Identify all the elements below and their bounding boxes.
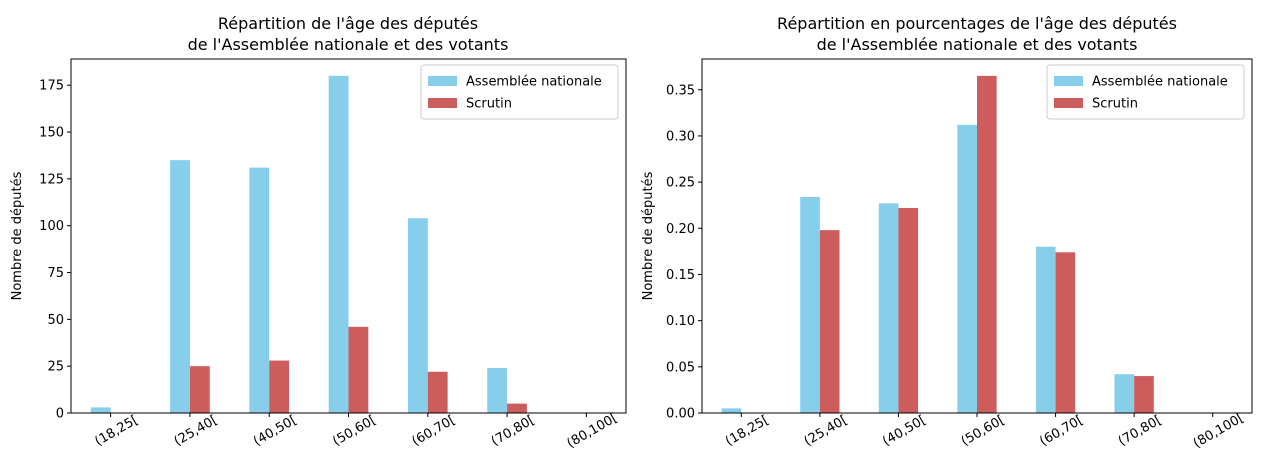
chart-age-distribution-percent: Répartition en pourcentages de l'âge des… <box>641 14 1253 452</box>
legend-label-scrutin: Scrutin <box>466 97 512 112</box>
legend-label-assemblee: Assemblée nationale <box>1092 75 1228 90</box>
bar-assemblee-2 <box>878 203 899 413</box>
x-tick-label: (50,60[ <box>959 413 1008 450</box>
y-tick-label: 0.15 <box>666 268 695 283</box>
legend-swatch-scrutin <box>428 98 457 108</box>
legend-swatch-scrutin <box>1054 98 1083 108</box>
bar-scrutin-4 <box>427 371 448 413</box>
x-tick-label: (70,80[ <box>489 413 538 450</box>
bar-assemblee-1 <box>800 196 820 413</box>
y-tick-label: 0.25 <box>666 176 695 191</box>
y-tick-label: 0 <box>56 407 64 422</box>
chart-title-line1: Répartition en pourcentages de l'âge des… <box>777 14 1177 33</box>
bar-scrutin-3 <box>977 75 997 414</box>
bar-assemblee-5 <box>1114 374 1135 413</box>
y-tick-label: 175 <box>39 79 64 94</box>
bar-assemblee-4 <box>407 218 428 413</box>
bar-scrutin-2 <box>898 207 919 413</box>
y-axis-label: Nombre de députés <box>641 171 656 300</box>
y-tick-label: 0.10 <box>666 314 695 329</box>
bar-scrutin-3 <box>348 326 369 413</box>
legend-swatch-assemblee <box>428 76 457 86</box>
legend-label-scrutin: Scrutin <box>1092 97 1138 112</box>
y-tick-label: 0.00 <box>666 407 695 422</box>
y-tick-label: 25 <box>47 360 64 375</box>
x-tick-label: (60,70[ <box>1037 413 1086 450</box>
chart-title-line2: de l'Assemblée nationale et des votants <box>817 35 1138 54</box>
chart-title-line1: Répartition de l'âge des députés <box>218 14 478 33</box>
x-tick-label: (50,60[ <box>330 413 379 450</box>
legend-swatch-assemblee <box>1054 76 1083 86</box>
x-tick-label: (25,40[ <box>172 413 221 450</box>
bar-scrutin-2 <box>269 360 290 413</box>
legend-box <box>420 64 619 120</box>
y-tick-label: 0.20 <box>666 222 695 237</box>
bar-assemblee-3 <box>957 124 977 413</box>
x-tick-label: (80,100[ <box>565 411 621 452</box>
x-tick-label: (18,25[ <box>723 413 772 450</box>
x-tick-label: (60,70[ <box>410 413 459 450</box>
legend-label-assemblee: Assemblée nationale <box>466 75 602 90</box>
y-tick-label: 50 <box>47 313 64 328</box>
bar-scrutin-5 <box>1134 376 1154 413</box>
x-tick-label: (40,50[ <box>880 413 929 450</box>
bar-assemblee-0 <box>90 407 111 413</box>
legend: Assemblée nationale Scrutin <box>1046 64 1245 120</box>
chart-title-line2: de l'Assemblée nationale et des votants <box>188 35 509 54</box>
y-tick-label: 0.05 <box>666 360 695 375</box>
bar-scrutin-1 <box>189 366 210 413</box>
x-tick-label: (70,80[ <box>1116 413 1165 450</box>
x-tick-label: (80,100[ <box>1191 411 1247 452</box>
y-axis-label: Nombre de députés <box>10 171 25 300</box>
y-tick-label: 75 <box>47 266 64 281</box>
bar-assemblee-4 <box>1035 246 1056 413</box>
y-tick-label: 0.30 <box>666 129 695 144</box>
legend: Assemblée nationale Scrutin <box>420 64 619 120</box>
y-tick-label: 0.35 <box>666 83 695 98</box>
bar-assemblee-2 <box>249 167 270 413</box>
bar-assemblee-1 <box>170 160 190 413</box>
y-tick-label: 125 <box>39 172 64 187</box>
x-tick-label: (25,40[ <box>802 413 851 450</box>
legend-box <box>1046 64 1245 120</box>
bar-assemblee-0 <box>721 408 742 413</box>
bar-scrutin-4 <box>1055 252 1076 413</box>
bar-scrutin-1 <box>819 230 840 413</box>
bar-assemblee-3 <box>328 75 349 414</box>
y-tick-label: 150 <box>39 126 64 141</box>
x-tick-label: (40,50[ <box>251 413 300 450</box>
y-tick-label: 100 <box>39 219 64 234</box>
x-tick-label: (18,25[ <box>92 413 141 450</box>
bar-scrutin-5 <box>507 403 527 413</box>
bar-assemblee-5 <box>487 368 508 413</box>
chart-age-distribution: Répartition de l'âge des députés de l'Ass… <box>10 14 627 452</box>
